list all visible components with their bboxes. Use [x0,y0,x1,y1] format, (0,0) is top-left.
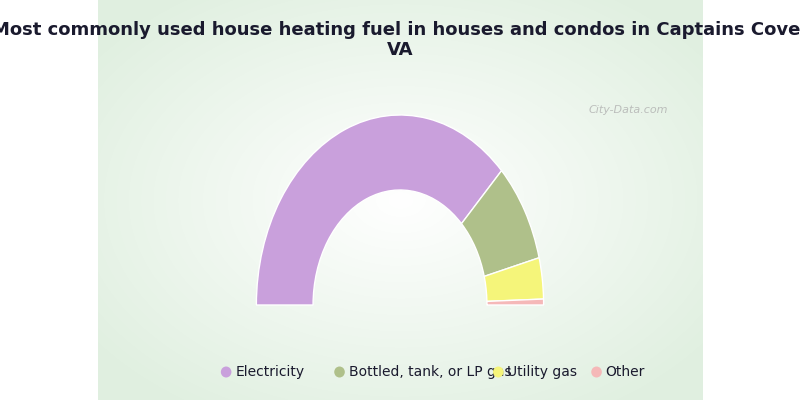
Text: City-Data.com: City-Data.com [589,105,668,115]
Ellipse shape [493,366,503,378]
Ellipse shape [591,366,602,378]
Wedge shape [487,299,544,305]
Ellipse shape [334,366,345,378]
Wedge shape [462,171,539,276]
Text: Electricity: Electricity [235,365,304,379]
Text: Other: Other [606,365,645,379]
Text: Utility gas: Utility gas [507,365,578,379]
Wedge shape [256,115,502,305]
Text: Bottled, tank, or LP gas: Bottled, tank, or LP gas [349,365,511,379]
Wedge shape [484,258,543,301]
Text: Most commonly used house heating fuel in houses and condos in Captains Cove,
VA: Most commonly used house heating fuel in… [0,20,800,59]
Ellipse shape [221,366,231,378]
